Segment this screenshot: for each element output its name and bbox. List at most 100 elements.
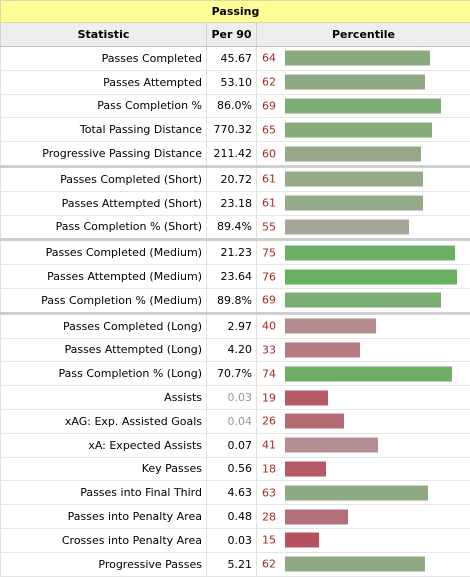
percentile-value: 65	[262, 123, 282, 136]
percentile-bar-track	[285, 293, 466, 308]
percentile-bar-track	[285, 122, 466, 137]
percentile-cell: 19	[257, 386, 470, 410]
per90-cell: 23.64	[207, 265, 257, 289]
per90-cell: 23.18	[207, 191, 257, 215]
percentile-cell: 40	[257, 313, 470, 338]
stat-name-cell: Passes into Penalty Area	[1, 505, 207, 529]
percentile-bar	[285, 51, 430, 66]
percentile-cell: 33	[257, 338, 470, 362]
percentile-cell: 55	[257, 215, 470, 240]
stat-name-cell: xA: Expected Assists	[1, 433, 207, 457]
table-row: Passes Completed (Medium)21.23 75	[1, 240, 470, 265]
stat-name-cell: Passes Attempted (Long)	[1, 338, 207, 362]
per90-cell: 86.0%	[207, 94, 257, 118]
table-row: Pass Completion % (Long)70.7%74	[1, 362, 470, 386]
percentile-value: 55	[262, 220, 282, 233]
stat-name-cell: Pass Completion % (Medium)	[1, 288, 207, 313]
per90-cell: 5.21	[207, 552, 257, 576]
percentile-bar	[285, 122, 432, 137]
header-statistic[interactable]: Statistic	[1, 23, 207, 47]
percentile-bar-track	[285, 172, 466, 187]
per90-cell: 70.7%	[207, 362, 257, 386]
percentile-value: 40	[262, 320, 282, 333]
percentile-bar	[285, 414, 344, 429]
header-percentile[interactable]: Percentile	[257, 23, 470, 47]
percentile-cell: 64	[257, 47, 470, 71]
stat-name-cell: Progressive Passing Distance	[1, 142, 207, 167]
stat-name-cell: Passes into Final Third	[1, 481, 207, 505]
per90-cell: 2.97	[207, 313, 257, 338]
percentile-bar	[285, 557, 425, 572]
percentile-cell: 15	[257, 528, 470, 552]
percentile-bar	[285, 75, 425, 90]
percentile-bar-track	[285, 196, 466, 211]
percentile-bar	[285, 533, 319, 548]
percentile-bar	[285, 293, 441, 308]
percentile-bar	[285, 196, 423, 211]
per90-cell: 21.23	[207, 240, 257, 265]
table-row: Pass Completion %86.0%69	[1, 94, 470, 118]
percentile-cell: 62	[257, 70, 470, 94]
stat-name-cell: Total Passing Distance	[1, 118, 207, 142]
percentile-cell: 62	[257, 552, 470, 576]
header-per90[interactable]: Per 90	[207, 23, 257, 47]
stat-name-cell: Crosses into Penalty Area	[1, 528, 207, 552]
stat-name-cell: Passes Attempted (Medium)	[1, 265, 207, 289]
percentile-bar-track	[285, 390, 466, 405]
stat-name-cell: Passes Completed	[1, 47, 207, 71]
table-header-row: Statistic Per 90 Percentile	[1, 23, 470, 47]
percentile-value: 28	[262, 510, 282, 523]
percentile-cell: 18	[257, 457, 470, 481]
percentile-value: 19	[262, 391, 282, 404]
percentile-bar-track	[285, 319, 466, 334]
percentile-cell: 69	[257, 94, 470, 118]
per90-cell: 770.32	[207, 118, 257, 142]
per90-cell: 0.48	[207, 505, 257, 529]
percentile-value: 74	[262, 367, 282, 380]
table-title-row: Passing	[1, 1, 470, 23]
percentile-value: 63	[262, 486, 282, 499]
table-title: Passing	[1, 1, 470, 23]
percentile-bar	[285, 146, 421, 161]
percentile-bar	[285, 269, 457, 284]
per90-cell: 0.04	[207, 409, 257, 433]
percentile-bar	[285, 509, 348, 524]
percentile-bar-track	[285, 461, 466, 476]
percentile-value: 64	[262, 52, 282, 65]
stat-name-cell: Assists	[1, 386, 207, 410]
percentile-value: 41	[262, 439, 282, 452]
percentile-bar	[285, 245, 455, 260]
percentile-bar	[285, 98, 441, 113]
table-row: Pass Completion % (Medium)89.8%69	[1, 288, 470, 313]
per90-cell: 89.4%	[207, 215, 257, 240]
percentile-bar	[285, 438, 378, 453]
stat-name-cell: Passes Attempted (Short)	[1, 191, 207, 215]
percentile-value: 69	[262, 99, 282, 112]
percentile-bar-track	[285, 51, 466, 66]
stat-name-cell: Key Passes	[1, 457, 207, 481]
per90-cell: 0.03	[207, 386, 257, 410]
per90-cell: 20.72	[207, 166, 257, 191]
percentile-cell: 28	[257, 505, 470, 529]
percentile-bar-track	[285, 438, 466, 453]
percentile-cell: 61	[257, 191, 470, 215]
per90-cell: 4.20	[207, 338, 257, 362]
percentile-value: 75	[262, 246, 282, 259]
per90-cell: 89.8%	[207, 288, 257, 313]
stat-name-cell: Passes Completed (Medium)	[1, 240, 207, 265]
percentile-bar	[285, 172, 423, 187]
per90-cell: 0.56	[207, 457, 257, 481]
